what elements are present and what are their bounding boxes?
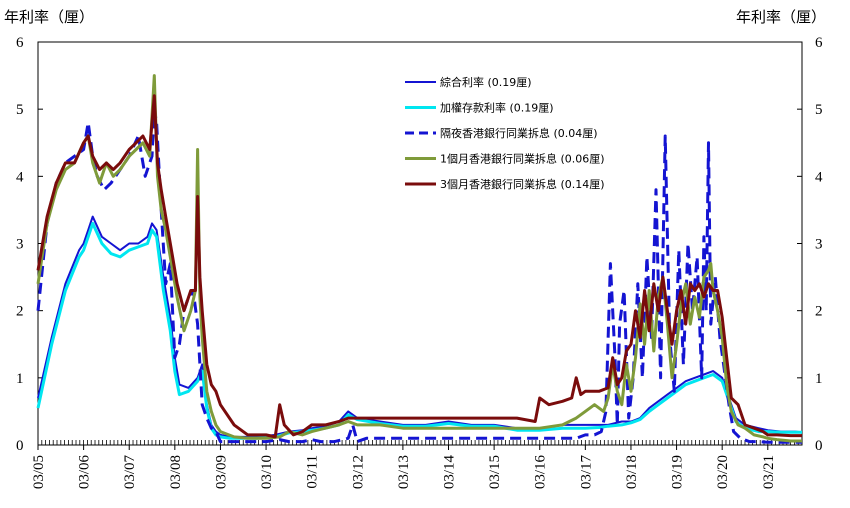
x-tick-label: 03/19	[670, 455, 686, 489]
x-tick-label: 03/15	[487, 455, 503, 489]
y-tick-label-left: 4	[16, 169, 24, 185]
legend-label-3: 隔夜香港銀行同業拆息 (0.04厘)	[440, 126, 598, 140]
y-ticks-right: 0 1 2 3 4 5 6	[797, 35, 823, 454]
x-tick-label: 03/05	[31, 455, 47, 489]
x-tick-label: 03/10	[259, 455, 275, 489]
y-tick-label-right: 5	[815, 102, 823, 118]
x-tick-label: 03/16	[533, 455, 549, 490]
x-tick-label: 03/17	[578, 455, 594, 490]
y-tick-label-right: 1	[815, 371, 823, 387]
y-tick-label-left: 5	[16, 102, 24, 118]
legend-label-1: 綜合利率 (0.19厘)	[440, 75, 532, 89]
y-tick-label-left: 3	[16, 237, 24, 253]
x-tick-label: 03/14	[442, 455, 458, 490]
y-tick-label-left: 2	[16, 304, 24, 320]
series-line-5	[36, 94, 802, 439]
legend-label-2: 加權存款利率 (0.19厘)	[440, 101, 554, 115]
x-tick-label: 03/11	[305, 455, 321, 489]
x-tick-label: 03/20	[715, 455, 731, 489]
x-ticks: 03/05 03/06 03/07 03/08 03/09 03/10 03/11 03/12…	[31, 440, 803, 490]
x-tick-label: 03/08	[168, 455, 184, 489]
x-tick-label: 03/21	[761, 455, 777, 489]
x-tick-label: 03/18	[624, 455, 640, 489]
y-tick-label-right: 2	[815, 304, 823, 320]
y-axis-label-right: 年利率（厘）	[736, 8, 826, 26]
legend-label-5: 3個月香港銀行同業拆息 (0.14厘)	[440, 177, 605, 191]
y-axis-label-left: 年利率（厘）	[4, 8, 94, 26]
y-tick-label-right: 6	[815, 35, 823, 51]
x-tick-label: 03/13	[396, 455, 412, 489]
y-tick-label-right: 3	[815, 237, 823, 253]
y-ticks-left: 0 1 2 3 4 5 6	[16, 35, 43, 454]
y-tick-label-left: 6	[16, 35, 24, 51]
legend: 綜合利率 (0.19厘) 加權存款利率 (0.19厘) 隔夜香港銀行同業拆息 (0.…	[405, 75, 605, 191]
x-tick-label: 03/12	[350, 455, 366, 489]
y-tick-label-left: 0	[16, 438, 24, 454]
y-tick-label-right: 4	[815, 169, 823, 185]
y-tick-label-right: 0	[815, 438, 823, 454]
legend-label-4: 1個月香港銀行同業拆息 (0.06厘)	[440, 152, 605, 166]
x-tick-label: 03/09	[213, 455, 229, 489]
x-tick-label: 03/07	[122, 455, 138, 490]
y-tick-label-left: 1	[16, 371, 24, 387]
x-tick-label: 03/06	[77, 455, 93, 490]
series-layer	[36, 74, 803, 444]
